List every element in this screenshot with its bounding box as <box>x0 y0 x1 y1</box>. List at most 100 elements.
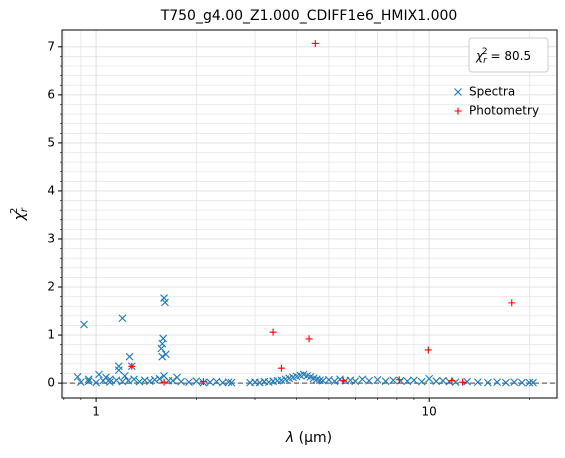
x-marker <box>330 377 339 386</box>
x-marker <box>417 377 426 386</box>
x-marker <box>206 378 215 387</box>
plus-marker <box>424 346 432 354</box>
x-marker <box>351 377 360 386</box>
x-marker <box>358 375 367 384</box>
x-tick-label: 10 <box>422 405 437 419</box>
plus-marker <box>311 39 319 47</box>
annotation-box <box>468 37 549 73</box>
annotation-superscript: 2 <box>482 47 488 57</box>
x-marker <box>177 377 186 386</box>
x-marker <box>124 376 133 385</box>
x-marker <box>192 377 201 386</box>
x-marker <box>161 350 170 359</box>
x-marker <box>510 378 519 387</box>
x-label-symbol: λ <box>285 430 294 446</box>
x-marker <box>161 298 169 307</box>
x-marker <box>158 352 167 361</box>
x-marker <box>125 352 134 361</box>
x-marker <box>463 377 472 386</box>
annotation: χr2 = 80.5 <box>475 47 531 66</box>
x-marker <box>130 375 138 384</box>
y-tick-label: 5 <box>47 135 55 149</box>
x-marker <box>168 376 177 385</box>
x-axis-label: λ (μm) <box>285 430 332 446</box>
x-marker <box>518 378 526 387</box>
x-marker <box>473 378 482 387</box>
x-marker <box>80 320 88 329</box>
x-marker <box>255 378 264 387</box>
x-marker <box>389 376 398 385</box>
x-marker <box>403 377 412 386</box>
plus-marker <box>305 335 313 343</box>
y-axis-label: χr2 <box>9 207 30 221</box>
legend-label: Spectra <box>469 85 515 99</box>
x-marker <box>157 344 166 353</box>
x-marker <box>336 375 344 384</box>
y-tick-label: 7 <box>47 39 55 53</box>
y-tick-label: 2 <box>47 280 55 294</box>
y-tick-label: 6 <box>47 87 55 101</box>
annotation-symbol: χ <box>475 49 484 63</box>
x-marker <box>114 366 123 375</box>
x-marker <box>212 377 221 386</box>
x-marker <box>373 375 382 384</box>
legend-label: Photometry <box>469 104 539 118</box>
x-marker <box>325 375 333 384</box>
plus-marker <box>508 299 516 307</box>
x-marker <box>118 314 127 323</box>
plot-frame <box>61 29 558 399</box>
x-marker <box>120 372 129 380</box>
x-marker <box>525 378 534 387</box>
x-marker <box>502 378 510 387</box>
plus-marker <box>448 377 456 385</box>
x-marker <box>316 376 324 385</box>
x-marker <box>73 372 82 381</box>
x-marker <box>95 370 103 379</box>
x-marker <box>439 376 447 385</box>
x-marker <box>185 378 193 387</box>
x-marker <box>425 374 434 383</box>
plus-marker <box>199 378 207 386</box>
plus-marker <box>395 376 403 384</box>
y-label-symbol: χ <box>12 211 28 221</box>
x-marker <box>483 378 492 387</box>
plus-marker <box>459 378 467 386</box>
x-marker <box>493 378 502 387</box>
y-tick-label: 4 <box>47 183 55 197</box>
x-label-unit: (μm) <box>299 430 332 446</box>
x-marker <box>529 378 537 387</box>
x-marker <box>155 374 164 383</box>
plus-marker <box>277 364 285 372</box>
plus-marker <box>339 377 347 385</box>
annotation-text: = 80.5 <box>491 49 532 63</box>
plus-marker <box>128 362 136 370</box>
x-marker <box>99 376 108 385</box>
x-marker <box>451 378 460 387</box>
x-marker <box>150 375 159 384</box>
x-marker <box>105 375 114 384</box>
x-marker <box>381 377 390 386</box>
annotation-subscript: r <box>483 56 488 66</box>
x-tick-label: 1 <box>92 405 100 419</box>
y-label-subscript: r <box>19 207 30 212</box>
x-marker <box>454 88 462 96</box>
x-marker <box>396 376 405 385</box>
x-marker <box>92 378 100 387</box>
x-marker <box>114 362 123 371</box>
x-marker <box>432 377 441 386</box>
x-marker <box>145 377 154 386</box>
x-marker <box>365 376 373 385</box>
x-marker <box>76 378 85 387</box>
y-tick-label: 0 <box>47 376 55 390</box>
x-marker <box>112 376 121 385</box>
x-marker <box>227 378 236 387</box>
x-marker <box>84 377 93 386</box>
plus-marker <box>160 378 168 386</box>
plus-marker <box>269 328 277 336</box>
x-marker <box>84 375 93 384</box>
x-marker <box>135 377 144 386</box>
y-tick-label: 1 <box>47 328 55 342</box>
x-marker <box>158 339 167 348</box>
y-tick-label: 3 <box>47 231 55 245</box>
